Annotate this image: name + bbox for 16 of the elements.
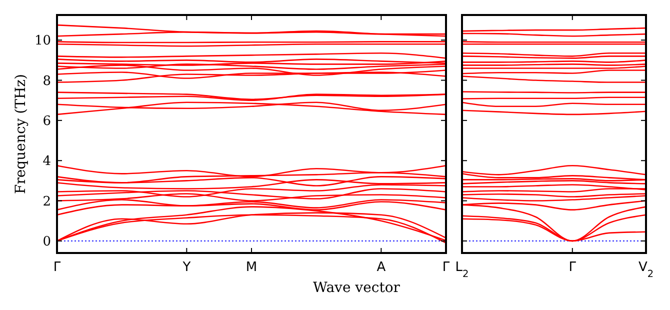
- y-tick-label: 8: [42, 74, 51, 89]
- x-tick-label: V$_{2}$: [638, 260, 654, 280]
- x-tick-label: Γ: [53, 260, 62, 275]
- x-tick-label: Γ: [568, 260, 577, 275]
- y-axis-title: Frequency (THz): [13, 74, 29, 194]
- x-tick-label: A: [376, 260, 386, 275]
- y-tick-label: 4: [42, 154, 51, 170]
- y-tick-label: 0: [42, 234, 51, 250]
- x-tick-label: Y: [182, 260, 191, 275]
- x-tick-label: M: [246, 260, 258, 275]
- y-tick-label: 6: [42, 114, 51, 129]
- y-tick-label: 10: [34, 34, 51, 49]
- x-tick-label: L$_{2}$: [455, 260, 469, 280]
- x-tick-label: Γ: [442, 260, 450, 275]
- x-axis-title: Wave vector: [313, 280, 400, 296]
- y-tick-label: 2: [42, 194, 51, 210]
